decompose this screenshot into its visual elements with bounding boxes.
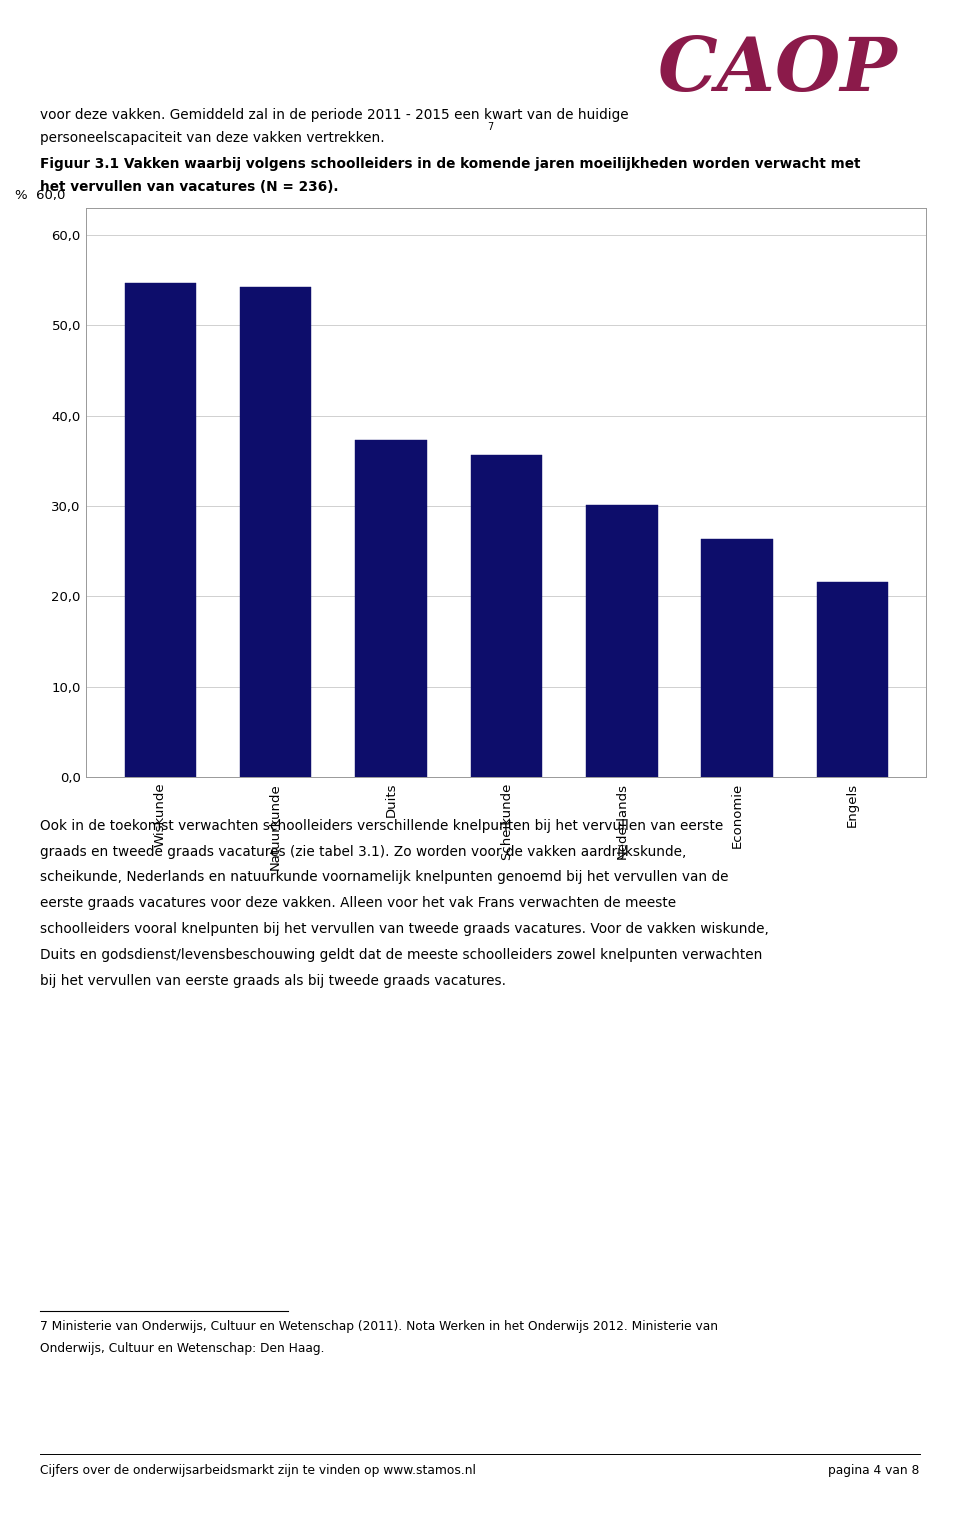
Bar	[702, 540, 773, 777]
Bar	[586, 505, 658, 777]
Text: het vervullen van vacatures (N = 236).: het vervullen van vacatures (N = 236).	[40, 180, 339, 194]
Text: 7 Ministerie van Onderwijs, Cultuur en Wetenschap (2011). Nota Werken in het Ond: 7 Ministerie van Onderwijs, Cultuur en W…	[40, 1320, 718, 1333]
Text: voor deze vakken. Gemiddeld zal in de periode 2011 - 2015 een kwart van de huidi: voor deze vakken. Gemiddeld zal in de pe…	[40, 108, 629, 122]
Text: schoolleiders vooral knelpunten bij het vervullen van tweede graads vacatures. V: schoolleiders vooral knelpunten bij het …	[40, 922, 769, 936]
Bar	[125, 283, 196, 777]
Text: pagina 4 van 8: pagina 4 van 8	[828, 1464, 920, 1476]
Text: eerste graads vacatures voor deze vakken. Alleen voor het vak Frans verwachten d: eerste graads vacatures voor deze vakken…	[40, 896, 677, 910]
Text: Ook in de toekomst verwachten schoolleiders verschillende knelpunten bij het ver: Ook in de toekomst verwachten schoolleid…	[40, 819, 724, 833]
Bar	[470, 456, 542, 777]
Text: bij het vervullen van eerste graads als bij tweede graads vacatures.: bij het vervullen van eerste graads als …	[40, 974, 506, 988]
Bar	[817, 582, 888, 777]
Text: 7: 7	[487, 122, 493, 131]
Bar	[240, 288, 311, 777]
Text: scheikunde, Nederlands en natuurkunde voornamelijk knelpunten genoemd bij het ve: scheikunde, Nederlands en natuurkunde vo…	[40, 871, 729, 885]
Text: Cijfers over de onderwijsarbeidsmarkt zijn te vinden op www.stamos.nl: Cijfers over de onderwijsarbeidsmarkt zi…	[40, 1464, 476, 1476]
Text: Duits en godsdienst/levensbeschouwing geldt dat de meeste schoolleiders zowel kn: Duits en godsdienst/levensbeschouwing ge…	[40, 948, 762, 962]
Text: Onderwijs, Cultuur en Wetenschap: Den Haag.: Onderwijs, Cultuur en Wetenschap: Den Ha…	[40, 1342, 324, 1354]
Bar	[355, 440, 427, 777]
Text: personeelscapaciteit van deze vakken vertrekken.: personeelscapaciteit van deze vakken ver…	[40, 131, 385, 145]
Text: %  60,0: % 60,0	[15, 189, 65, 202]
Text: Figuur 3.1 Vakken waarbij volgens schoolleiders in de komende jaren moeilijkhede: Figuur 3.1 Vakken waarbij volgens school…	[40, 157, 861, 171]
Text: CAOP: CAOP	[658, 34, 898, 106]
Text: graads en tweede graads vacatures (zie tabel 3.1). Zo worden voor de vakken aard: graads en tweede graads vacatures (zie t…	[40, 845, 686, 859]
